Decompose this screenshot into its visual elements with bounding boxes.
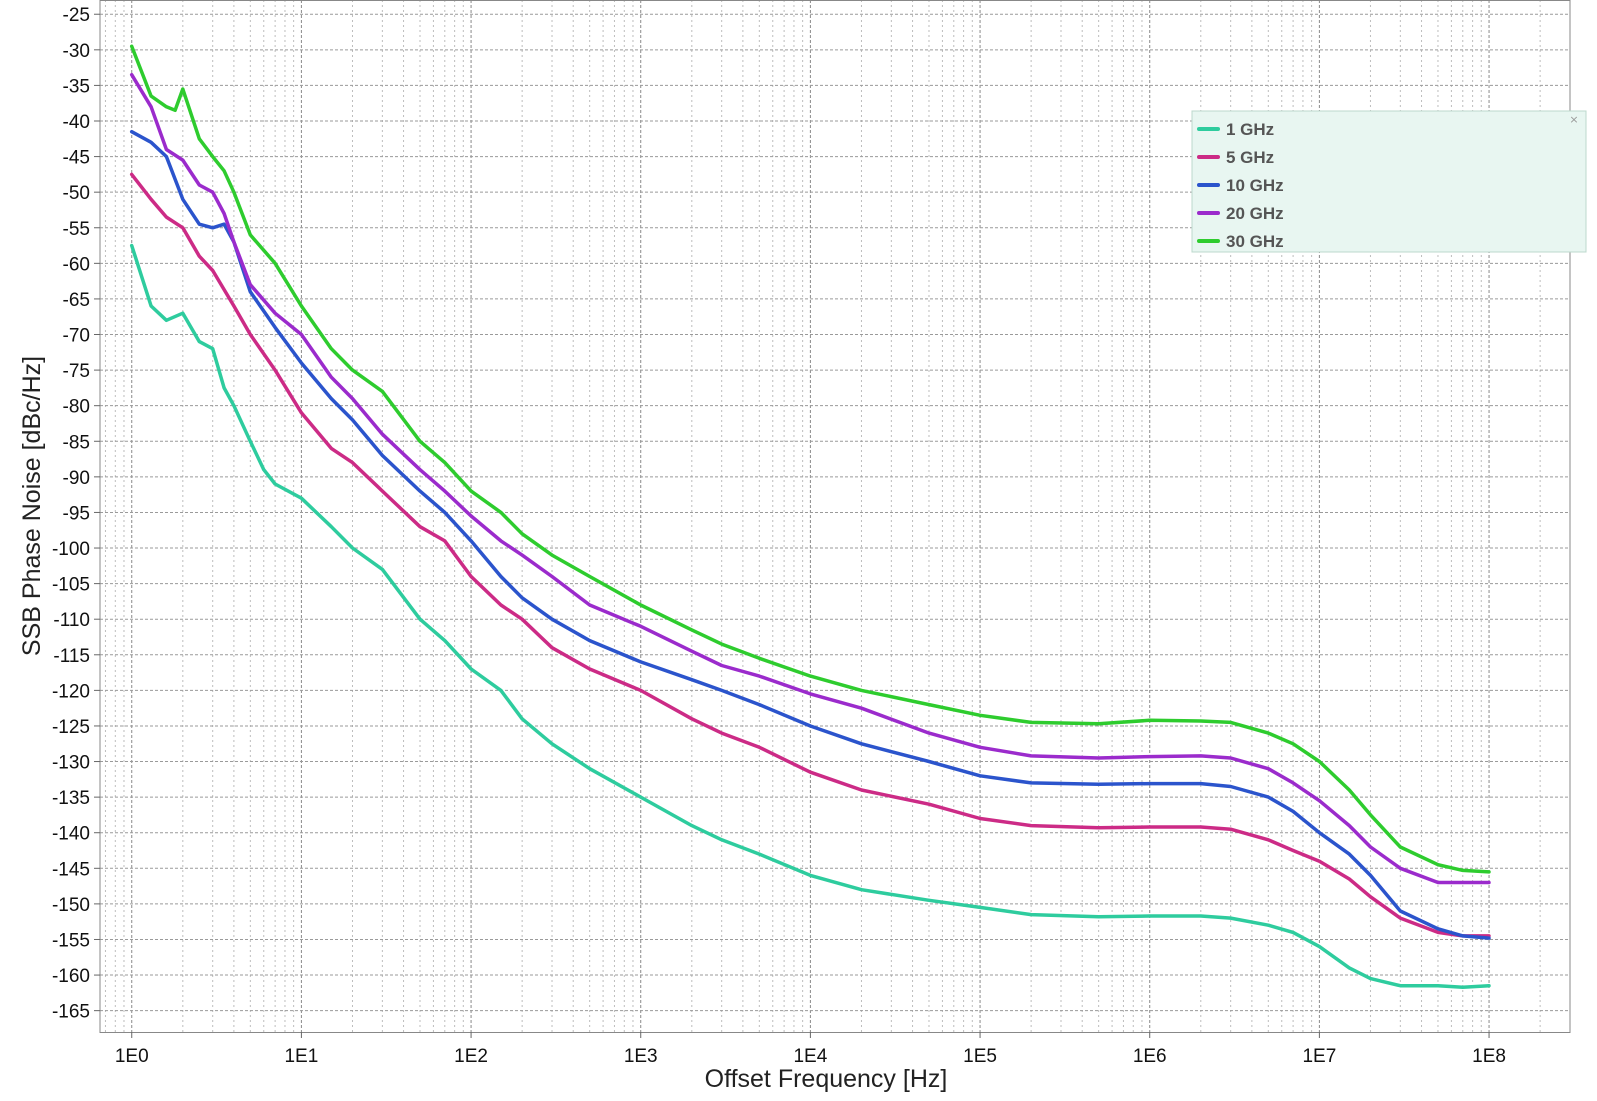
- legend-label: 5 GHz: [1226, 148, 1274, 167]
- y-tick-label: -130: [52, 753, 90, 774]
- y-tick-label: -45: [63, 148, 90, 169]
- y-tick-label: -100: [52, 539, 90, 560]
- y-tick-label: -90: [63, 468, 90, 489]
- x-tick-label: 1E1: [284, 1046, 318, 1067]
- y-tick-label: -55: [63, 219, 90, 240]
- y-tick-label: -80: [63, 397, 90, 418]
- y-tick-label: -50: [63, 183, 90, 204]
- y-axis-ticks: -25 -30 -35 -40 -45 -50 -55 -60 -65 -70 -75 -80 -85 -…: [52, 5, 100, 1023]
- legend-close-icon[interactable]: ×: [1569, 113, 1578, 126]
- series-line-5-ghz: [129, 172, 1491, 938]
- legend[interactable]: × 1 GHz 5 GHz 10 GHz 20 GHz 30 GHz: [1191, 110, 1587, 253]
- x-tick-label: 1E2: [454, 1046, 488, 1067]
- legend-label: 30 GHz: [1226, 232, 1284, 251]
- y-tick-label: -65: [63, 290, 90, 311]
- y-tick-label: -165: [52, 1002, 90, 1023]
- y-tick-label: -115: [53, 646, 90, 667]
- x-tick-label: 1E4: [793, 1046, 827, 1067]
- legend-box: [1191, 110, 1587, 253]
- x-tick-label: 1E8: [1472, 1046, 1506, 1067]
- y-tick-label: -135: [52, 788, 90, 809]
- y-tick-label: -140: [52, 824, 90, 845]
- y-tick-label: -85: [63, 432, 90, 453]
- legend-label: 10 GHz: [1226, 176, 1284, 195]
- x-tick-label: 1E0: [115, 1046, 149, 1067]
- legend-label: 1 GHz: [1226, 120, 1274, 139]
- series-line-1-ghz: [129, 243, 1491, 989]
- plot-frame: [99, 0, 1571, 1033]
- y-tick-label: -150: [52, 895, 90, 916]
- y-tick-label: -105: [52, 575, 90, 596]
- y-tick-label: -30: [63, 41, 90, 62]
- y-tick-label: -70: [63, 326, 90, 347]
- y-axis-title: SSB Phase Noise [dBc/Hz]: [18, 356, 46, 656]
- y-tick-label: -120: [52, 681, 90, 702]
- y-tick-label: -110: [53, 610, 90, 631]
- y-tick-label: -40: [63, 112, 90, 133]
- y-tick-label: -145: [52, 859, 90, 880]
- series-line-30-ghz: [129, 44, 1491, 874]
- x-tick-label: 1E6: [1133, 1046, 1167, 1067]
- x-axis-title: Offset Frequency [Hz]: [705, 1065, 948, 1093]
- y-tick-label: -160: [52, 966, 90, 987]
- y-tick-label: -95: [63, 503, 90, 524]
- x-axis-ticks: 1E0 1E1 1E2 1E3 1E4 1E5 1E6 1E7 1E8: [115, 1032, 1506, 1067]
- y-tick-label: -35: [63, 76, 90, 97]
- legend-label: 20 GHz: [1226, 204, 1284, 223]
- y-tick-label: -60: [63, 254, 90, 275]
- y-tick-label: -125: [52, 717, 90, 738]
- x-tick-label: 1E7: [1302, 1046, 1336, 1067]
- series-line-20-ghz: [129, 72, 1491, 885]
- y-tick-label: -75: [63, 361, 90, 382]
- y-tick-label: -25: [63, 5, 90, 26]
- series-lines: [129, 44, 1491, 989]
- y-tick-label: -155: [52, 930, 90, 951]
- x-tick-label: 1E3: [624, 1046, 658, 1067]
- x-tick-label: 1E5: [963, 1046, 997, 1067]
